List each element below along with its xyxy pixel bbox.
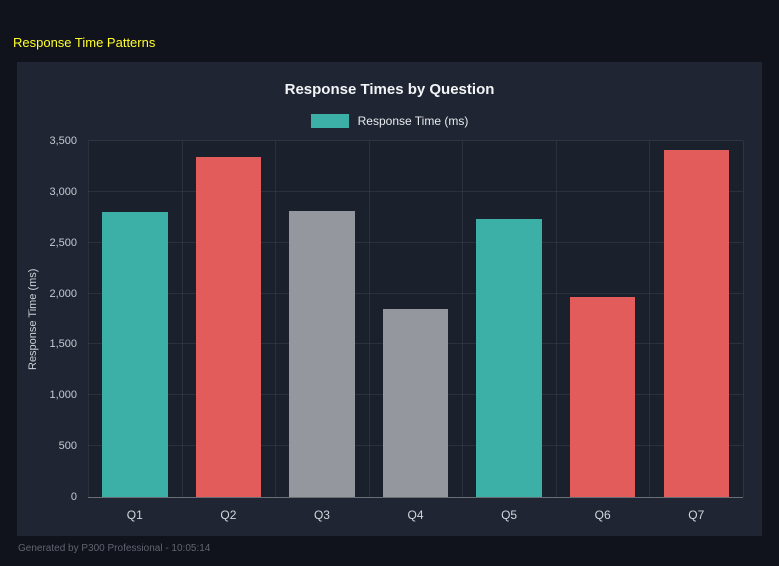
legend-swatch [310, 114, 349, 128]
page-title: Response Time Patterns [13, 35, 156, 50]
y-tick-label: 1,500 [49, 338, 77, 351]
y-tick-label: 0 [70, 491, 77, 503]
y-tick-label: 500 [58, 440, 77, 453]
chart-legend[interactable]: Response Time (ms) [17, 114, 762, 128]
plot-area [88, 140, 744, 498]
y-axis: 0 500 1,000 1,500 2,000 2,500 3,000 3,500 [17, 135, 80, 503]
x-tick-label: Q5 [501, 508, 518, 522]
bar-q6[interactable] [569, 296, 636, 497]
legend-label: Response Time (ms) [357, 114, 469, 128]
bar-slot [556, 141, 650, 497]
bar-slot [182, 141, 276, 497]
bar-slot [369, 141, 463, 497]
bar-slot [462, 141, 556, 497]
x-tick-label: Q4 [407, 508, 424, 522]
chart-title: Response Times by Question [284, 81, 495, 98]
bar-q3[interactable] [289, 211, 355, 497]
bar-q1[interactable] [102, 212, 168, 497]
y-tick-label: 3,000 [49, 185, 77, 198]
bar-q2[interactable] [195, 157, 262, 497]
bar-slot [275, 141, 369, 497]
x-tick-label: Q7 [688, 508, 705, 522]
bars-container [88, 141, 743, 497]
bar-q7[interactable] [663, 150, 729, 497]
bar-q5[interactable] [476, 219, 542, 497]
y-tick-label: 3,500 [49, 135, 77, 147]
x-tick-label: Q2 [220, 508, 237, 522]
bar-slot [88, 141, 182, 497]
x-tick-label: Q3 [313, 508, 330, 522]
bar-slot [649, 141, 743, 497]
x-tick-label: Q6 [594, 508, 611, 522]
gridline-vertical [743, 141, 744, 497]
footer-note: Generated by P300 Professional - 10:05:1… [18, 543, 211, 554]
y-tick-label: 1,000 [49, 389, 77, 402]
x-axis: Q1 Q2 Q3 Q4 Q5 Q6 Q7 [88, 508, 743, 526]
chart-panel: Response Times by Question Response Time… [17, 62, 762, 536]
y-tick-label: 2,000 [49, 287, 77, 300]
bar-q4[interactable] [382, 308, 449, 497]
y-tick-label: 2,500 [49, 236, 77, 249]
x-tick-label: Q1 [126, 508, 143, 522]
